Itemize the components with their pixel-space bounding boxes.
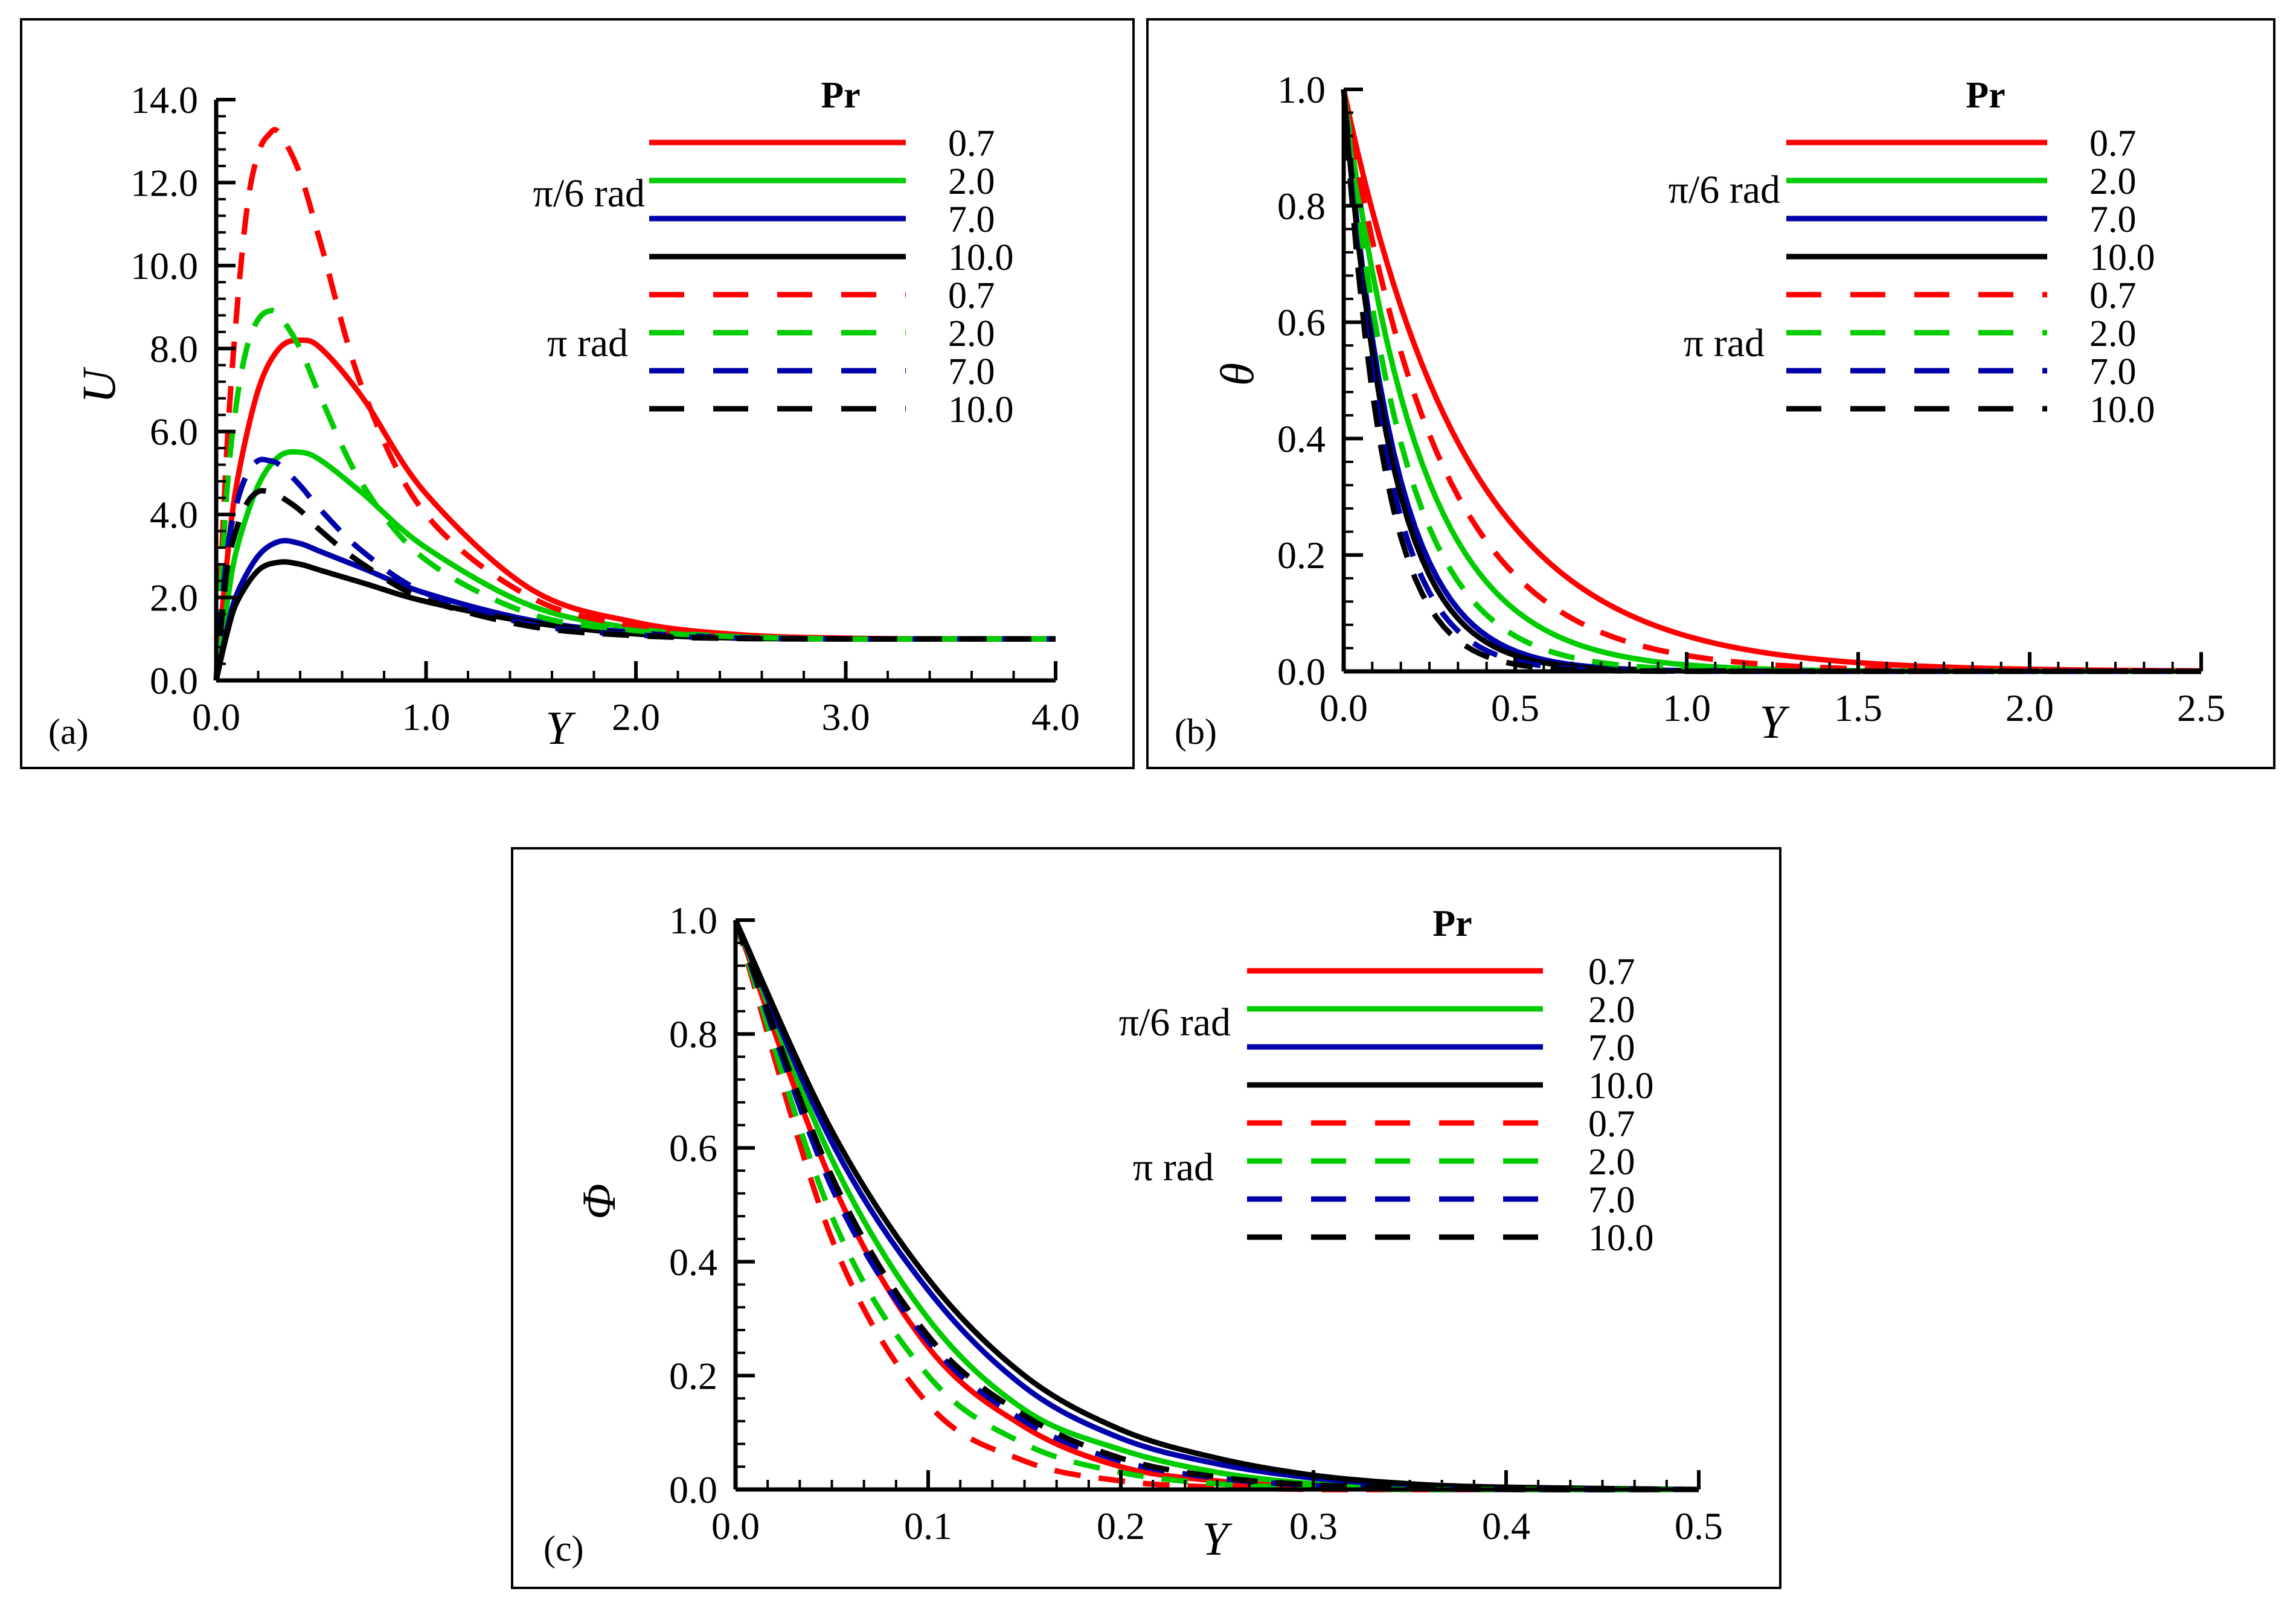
y-tick-label: 0.4	[669, 1241, 717, 1284]
legend-entry-label: 2.0	[1588, 990, 1635, 1031]
x-axis-label: Y	[545, 702, 576, 754]
series-line-rad-pr-2.0	[213, 307, 1056, 681]
legend-entry-label: 0.7	[948, 123, 995, 164]
legend-entry-label: 7.0	[1588, 1180, 1635, 1221]
series-line-rad-pr-10.0	[213, 488, 1056, 681]
y-tick-label: 12.0	[130, 161, 198, 204]
series-line-6rad-pr-10.0	[733, 919, 1699, 1492]
y-tick-label: 2.0	[150, 577, 198, 619]
legend-entry-label: 0.7	[2089, 123, 2137, 164]
series-line-rad-pr-2.0	[733, 919, 1699, 1492]
legend-entry-label: 10.0	[948, 389, 1014, 430]
y-tick-label: 0.6	[1277, 301, 1326, 344]
y-tick-label: 0.0	[150, 659, 198, 702]
series-line-6rad-pr-2.0	[213, 449, 1056, 681]
panel-c-frame	[511, 847, 1781, 1589]
legend-entry-label: 0.7	[2089, 275, 2137, 316]
x-tick-label: 2.0	[2006, 686, 2054, 729]
x-tick-label: 0.0	[192, 696, 240, 738]
legend-title: Pr	[1966, 75, 2005, 116]
series-line-6rad-pr-7.0	[213, 537, 1056, 681]
x-axis-label: Y	[1202, 1512, 1233, 1565]
x-tick-label: 1.0	[1663, 686, 1711, 729]
y-tick-label: 0.4	[1277, 417, 1326, 460]
y-tick-label: 0.6	[669, 1127, 717, 1169]
x-tick-label: 1.0	[402, 696, 451, 738]
y-tick-label: 0.0	[669, 1468, 717, 1511]
y-tick-label: 1.0	[669, 899, 717, 942]
legend-entry-label: 7.0	[2089, 351, 2137, 392]
y-tick-label: 6.0	[150, 411, 198, 453]
y-tick-label: 0.8	[669, 1013, 717, 1056]
x-tick-label: 0.3	[1289, 1505, 1338, 1547]
y-tick-label: 0.2	[1277, 534, 1326, 577]
x-tick-label: 2.5	[2177, 686, 2225, 729]
x-tick-label: 0.0	[1320, 686, 1368, 729]
y-tick-label: 14.0	[130, 78, 198, 121]
legend-entry-label: 2.0	[1588, 1142, 1635, 1183]
x-tick-label: 0.5	[1675, 1505, 1723, 1547]
x-tick-label: 0.1	[904, 1505, 952, 1547]
x-tick-label: 0.4	[1482, 1505, 1530, 1547]
y-tick-label: 1.0	[1277, 68, 1326, 111]
series-line-rad-pr-7.0	[213, 456, 1056, 681]
legend-group-label: π/6 rad	[1669, 168, 1780, 212]
panel-b-temperature-plot: 0.0 0.2 0.4 0.6 0.8 1.0 0.0 0.5 1.0 1.5 2.0 2.5 θ Y (b…	[1175, 68, 2225, 752]
y-tick-label: 4.0	[150, 493, 198, 536]
x-tick-label: 4.0	[1031, 696, 1080, 738]
legend-entry-label: 0.7	[948, 275, 995, 316]
x-tick-label: 0.0	[711, 1505, 760, 1547]
y-axis-label: Φ	[572, 1183, 625, 1219]
legend-entry-label: 0.7	[1588, 1104, 1635, 1145]
panel-label: (b)	[1175, 712, 1217, 752]
x-tick-label: 0.2	[1097, 1505, 1145, 1547]
legend-entry-label: 7.0	[2089, 199, 2137, 240]
y-tick-label: 0.0	[1277, 650, 1326, 693]
legend-entry-label: 2.0	[2089, 313, 2137, 354]
legend-entry-label: 10.0	[2089, 237, 2155, 278]
legend-title: Pr	[821, 75, 860, 116]
legend-entry-label: 7.0	[948, 199, 995, 240]
x-tick-label: 2.0	[612, 696, 660, 738]
legend-entry-label: 10.0	[948, 237, 1014, 278]
y-tick-label: 8.0	[150, 327, 198, 370]
legend-entry-label: 2.0	[948, 313, 995, 354]
legend-group-label: π/6 rad	[533, 171, 645, 216]
panel-label: (c)	[544, 1529, 584, 1569]
legend-entry-label: 7.0	[948, 351, 995, 392]
legend-entry-label: 2.0	[2089, 161, 2137, 202]
legend-group-label: π rad	[1133, 1145, 1214, 1189]
legend-title: Pr	[1432, 903, 1472, 944]
panel-label: (a)	[48, 712, 89, 752]
legend-entry-label: 0.7	[1588, 952, 1635, 993]
legend-entry-label: 10.0	[2089, 389, 2155, 430]
y-axis-label: θ	[1211, 363, 1263, 386]
series-line-rad-pr-0.7	[213, 127, 1056, 681]
x-axis-label: Y	[1759, 696, 1790, 748]
legend-entry-label: 10.0	[1588, 1218, 1654, 1259]
legend-entry-label: 2.0	[948, 161, 995, 202]
panel-a-frame	[20, 18, 1135, 769]
legend-entry-label: 10.0	[1588, 1066, 1654, 1107]
panel-b-frame	[1146, 18, 2275, 769]
y-tick-label: 0.8	[1277, 185, 1326, 228]
x-tick-label: 0.5	[1491, 686, 1539, 729]
data-curves	[213, 127, 1056, 682]
y-axis-label: U	[72, 366, 125, 403]
y-tick-label: 0.2	[669, 1354, 717, 1397]
panel-c-concentration-plot: 0.0 0.2 0.4 0.6 0.8 1.0 0.0 0.1 0.2 0.3 0.4 0.5 Φ Y (c…	[544, 899, 1723, 1569]
legend-group-label: π rad	[547, 321, 628, 365]
y-tick-label: 10.0	[130, 245, 198, 287]
legend-group-label: π rad	[1684, 321, 1765, 365]
panel-a-velocity-plot: 0.0 2.0 4.0 6.0 8.0 10.0 12.0 14.0 0.0 1.0 2.0 3.0 4…	[48, 75, 1080, 754]
legend-entry-label: 7.0	[1588, 1028, 1635, 1069]
legend-group-label: π/6 rad	[1119, 1000, 1231, 1045]
x-tick-label: 1.5	[1834, 686, 1882, 729]
x-tick-label: 3.0	[822, 696, 870, 738]
